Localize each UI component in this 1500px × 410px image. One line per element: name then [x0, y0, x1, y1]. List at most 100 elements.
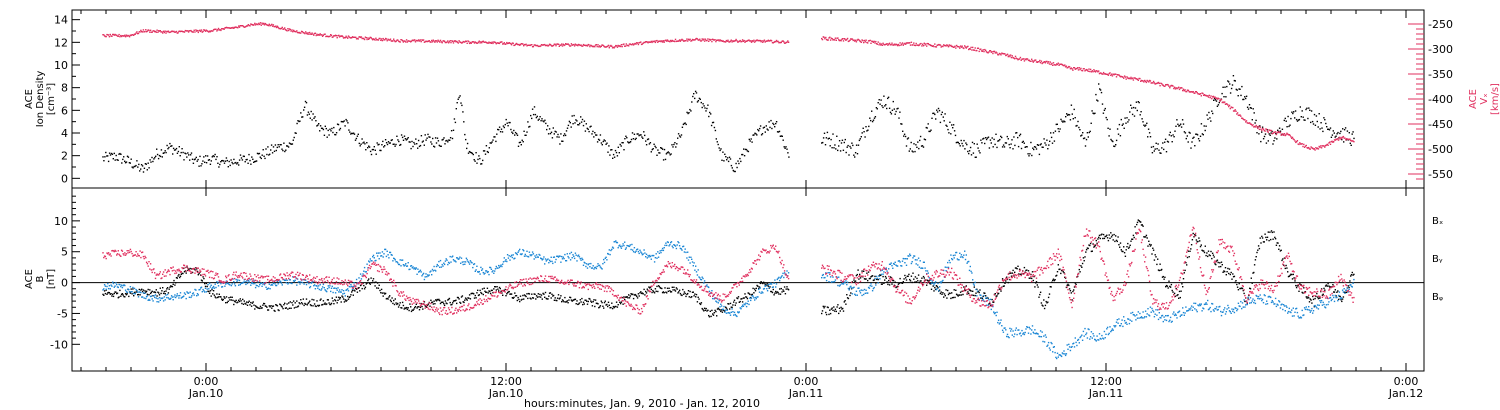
bx-point-495	[502, 294, 504, 296]
bx-point-711	[676, 288, 678, 290]
ion-density-point-144	[238, 164, 240, 166]
bx-point-230	[288, 302, 290, 304]
bx-point-34	[129, 292, 132, 294]
bx-b-point-432	[1169, 286, 1172, 288]
ion-density-point-423	[500, 128, 503, 130]
ion-density-point-200	[290, 143, 293, 145]
vx-point-279	[327, 35, 329, 38]
ion-density-point-96	[192, 162, 195, 164]
vx-b-point-184	[969, 48, 971, 50]
by-point-429	[448, 262, 451, 264]
bx-point-411	[434, 303, 436, 305]
bx-b-point-139	[933, 290, 935, 292]
vx-b-point-221	[999, 53, 1001, 55]
by-point-125	[203, 290, 205, 292]
vx-point-454	[468, 42, 471, 45]
vx-b-point-333	[1089, 68, 1092, 71]
vx-b-point-416	[1157, 82, 1159, 84]
bx-b-point-633	[1332, 284, 1334, 286]
bx-point-220	[279, 304, 282, 306]
bx-b-point-343	[1098, 236, 1100, 239]
ion-density-b-point-327	[1129, 111, 1131, 113]
vx-point-524	[525, 43, 527, 45]
ion-density-point-549	[619, 143, 621, 146]
vx-b-point-474	[1203, 94, 1206, 96]
bx-point-335	[372, 278, 375, 280]
vx-b-point-571	[1282, 133, 1284, 135]
vx-b-point-486	[1213, 96, 1215, 99]
bx-b-point-524	[1244, 300, 1246, 303]
bx-point-224	[283, 304, 285, 306]
bx-point-597	[584, 299, 586, 301]
vx-b-point-235	[1010, 56, 1013, 59]
by-point-271	[321, 288, 323, 290]
bx-b-point-611	[1314, 297, 1316, 300]
by-point-255	[308, 282, 310, 285]
vx-point-535	[534, 44, 536, 46]
bx-point-352	[386, 297, 388, 300]
bx-b-point-555	[1269, 231, 1271, 233]
by-point-678	[649, 255, 652, 258]
bx-b-point-14	[832, 309, 834, 311]
vx-point-209	[271, 23, 273, 26]
ion-density-b-point-432	[1228, 81, 1230, 83]
ion-density-b-point-322	[1124, 117, 1126, 119]
bx-point-410	[433, 300, 435, 302]
vx-b-point-579	[1288, 134, 1290, 136]
bx-point-820	[764, 284, 766, 286]
vx-point-719	[682, 40, 685, 42]
bx-point-354	[388, 296, 390, 298]
vx-point-169	[238, 26, 241, 28]
bx-b-point-317	[1077, 275, 1079, 278]
ion-density-point-452	[528, 126, 530, 128]
vx-point-49	[141, 31, 144, 33]
bx-b-point-16	[833, 310, 836, 312]
ion-density-b-point-88	[903, 133, 906, 135]
vx-point-249	[303, 32, 305, 34]
bx-b-point-84	[888, 284, 891, 286]
vx-point-426	[446, 41, 448, 43]
ion-density-point-165	[257, 153, 260, 155]
vx-point-713	[678, 40, 680, 42]
ion-density-b-point-486	[1278, 127, 1281, 129]
ion-density-point-45	[144, 163, 147, 165]
vx-b-point-545	[1261, 129, 1263, 132]
bx-b-point-174	[961, 290, 963, 292]
by-point-588	[577, 255, 579, 257]
ion-density-point-539	[610, 149, 612, 151]
bx-point-28	[124, 293, 127, 295]
ion-density-b-point-550	[1339, 132, 1341, 135]
by-point-23	[120, 284, 123, 286]
ion-density-point-236	[324, 125, 326, 127]
vx-point-712	[677, 40, 679, 42]
bx-b-point-602	[1307, 296, 1309, 298]
vx-b-point-561	[1274, 131, 1276, 134]
ion-density-point-302	[386, 143, 389, 146]
ion-density-point-511	[583, 120, 586, 122]
vx-point-404	[428, 40, 430, 42]
bx-point-764	[719, 309, 721, 311]
bx-point-832	[774, 292, 776, 294]
by-point-63	[153, 295, 155, 297]
bx-b-point-311	[1072, 290, 1074, 293]
vx-point-513	[516, 43, 518, 45]
ion-density-b-point-18	[838, 145, 840, 147]
vx-point-64	[154, 30, 156, 33]
bx-point-471	[482, 293, 484, 296]
bx-point-537	[535, 295, 538, 297]
by-point-600	[586, 267, 589, 269]
vx-point-62	[152, 30, 154, 32]
bx-b-point-494	[1220, 265, 1222, 268]
bx-point-749	[707, 309, 709, 311]
bx-point-787	[737, 296, 740, 298]
bx-point-339	[376, 287, 378, 289]
vx-point-400	[425, 40, 427, 42]
ion-density-b-point-524	[1314, 124, 1317, 126]
ion-density-b-point-414	[1211, 110, 1213, 112]
ion-density-b-point-157	[968, 150, 971, 152]
bx-point-642	[620, 301, 623, 303]
ion-density-b-point-198	[1007, 138, 1009, 140]
vx-point-564	[557, 43, 560, 45]
ion-density-b-point-356	[1156, 148, 1158, 150]
vx-b-point-100	[901, 42, 904, 44]
